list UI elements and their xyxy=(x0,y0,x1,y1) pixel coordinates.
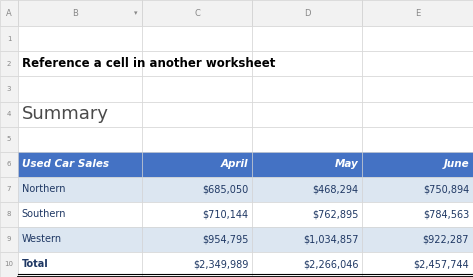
Bar xyxy=(252,0,362,26)
Bar xyxy=(142,177,252,202)
Bar xyxy=(0,152,18,177)
Bar xyxy=(0,227,18,252)
Bar xyxy=(0,52,18,76)
Bar xyxy=(362,101,473,127)
Bar xyxy=(0,177,18,202)
Bar xyxy=(18,177,142,202)
Bar xyxy=(142,227,252,252)
Bar xyxy=(252,177,362,202)
Text: Summary: Summary xyxy=(22,105,109,123)
Text: $762,895: $762,895 xyxy=(312,209,359,219)
Bar xyxy=(18,76,142,101)
Text: $2,349,989: $2,349,989 xyxy=(193,260,248,270)
Text: 7: 7 xyxy=(7,186,11,192)
Bar xyxy=(252,101,362,127)
Bar xyxy=(362,252,473,277)
Bar xyxy=(0,76,18,101)
Bar xyxy=(142,202,252,227)
Text: May: May xyxy=(335,159,359,169)
Bar xyxy=(18,252,142,277)
Text: 10: 10 xyxy=(4,261,14,268)
Bar xyxy=(252,252,362,277)
Bar xyxy=(142,52,252,76)
Text: A: A xyxy=(6,9,12,18)
Bar xyxy=(142,76,252,101)
Bar xyxy=(18,26,142,52)
Text: $922,287: $922,287 xyxy=(423,234,469,244)
Bar xyxy=(142,0,252,26)
Text: $2,457,744: $2,457,744 xyxy=(413,260,469,270)
Bar xyxy=(0,252,18,277)
Bar xyxy=(362,52,473,76)
Bar xyxy=(252,152,362,177)
Text: April: April xyxy=(221,159,248,169)
Bar xyxy=(142,252,252,277)
Text: 4: 4 xyxy=(7,111,11,117)
Text: 2: 2 xyxy=(7,61,11,67)
Text: 8: 8 xyxy=(7,211,11,217)
Bar xyxy=(142,101,252,127)
Text: $954,795: $954,795 xyxy=(202,234,248,244)
Text: 3: 3 xyxy=(7,86,11,92)
Bar xyxy=(18,0,142,26)
Text: C: C xyxy=(194,9,200,18)
Text: B: B xyxy=(72,9,78,18)
Text: Southern: Southern xyxy=(22,209,66,219)
Text: Used Car Sales: Used Car Sales xyxy=(22,159,109,169)
Text: June: June xyxy=(444,159,469,169)
Bar xyxy=(18,202,142,227)
Bar xyxy=(362,26,473,52)
Text: $750,894: $750,894 xyxy=(423,184,469,194)
Text: Northern: Northern xyxy=(22,184,65,194)
Bar xyxy=(18,152,142,177)
Text: Total: Total xyxy=(22,260,49,270)
Bar xyxy=(362,202,473,227)
Bar xyxy=(142,127,252,152)
Bar xyxy=(252,26,362,52)
Bar xyxy=(142,152,252,177)
Bar xyxy=(362,0,473,26)
Bar xyxy=(18,127,142,152)
Text: $468,294: $468,294 xyxy=(312,184,359,194)
Bar xyxy=(18,227,142,252)
Bar xyxy=(362,177,473,202)
Bar xyxy=(252,52,362,76)
Bar xyxy=(252,227,362,252)
Text: D: D xyxy=(304,9,310,18)
Bar xyxy=(0,101,18,127)
Bar xyxy=(252,202,362,227)
Bar xyxy=(0,0,18,26)
Text: $710,144: $710,144 xyxy=(202,209,248,219)
Text: $1,034,857: $1,034,857 xyxy=(303,234,359,244)
Text: Reference a cell in another worksheet: Reference a cell in another worksheet xyxy=(22,57,275,70)
Bar xyxy=(362,76,473,101)
Text: 6: 6 xyxy=(7,161,11,167)
Text: E: E xyxy=(415,9,420,18)
Text: 9: 9 xyxy=(7,236,11,242)
Bar xyxy=(18,52,142,76)
Bar xyxy=(18,101,142,127)
Text: $685,050: $685,050 xyxy=(202,184,248,194)
Text: 5: 5 xyxy=(7,136,11,142)
Text: 1: 1 xyxy=(7,36,11,42)
Bar xyxy=(0,202,18,227)
Bar xyxy=(362,227,473,252)
Bar xyxy=(362,152,473,177)
Text: $2,266,046: $2,266,046 xyxy=(303,260,359,270)
Bar xyxy=(362,127,473,152)
Bar xyxy=(0,127,18,152)
Text: Western: Western xyxy=(22,234,62,244)
Bar xyxy=(0,26,18,52)
Bar xyxy=(252,76,362,101)
Text: ▾: ▾ xyxy=(134,10,138,16)
Text: $784,563: $784,563 xyxy=(423,209,469,219)
Bar xyxy=(252,127,362,152)
Bar xyxy=(142,26,252,52)
